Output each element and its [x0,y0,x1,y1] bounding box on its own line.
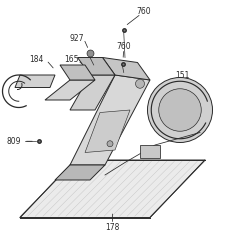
Circle shape [148,78,212,142]
Polygon shape [70,75,115,110]
Polygon shape [70,75,150,165]
Circle shape [107,141,113,147]
Text: 151: 151 [175,70,190,80]
Polygon shape [20,160,205,218]
Polygon shape [60,65,95,80]
Polygon shape [85,110,130,152]
Polygon shape [78,58,115,75]
Text: 184: 184 [29,56,43,64]
Text: 165: 165 [64,56,78,64]
Circle shape [159,89,201,131]
Text: 760: 760 [116,42,131,51]
Circle shape [136,79,144,88]
Polygon shape [55,165,105,180]
Text: 809: 809 [6,137,21,146]
Text: 760: 760 [136,7,151,16]
Text: 178: 178 [105,223,120,232]
Polygon shape [45,80,95,100]
Text: 927: 927 [69,34,84,43]
Polygon shape [15,75,55,88]
Polygon shape [140,145,160,158]
Polygon shape [102,58,150,80]
